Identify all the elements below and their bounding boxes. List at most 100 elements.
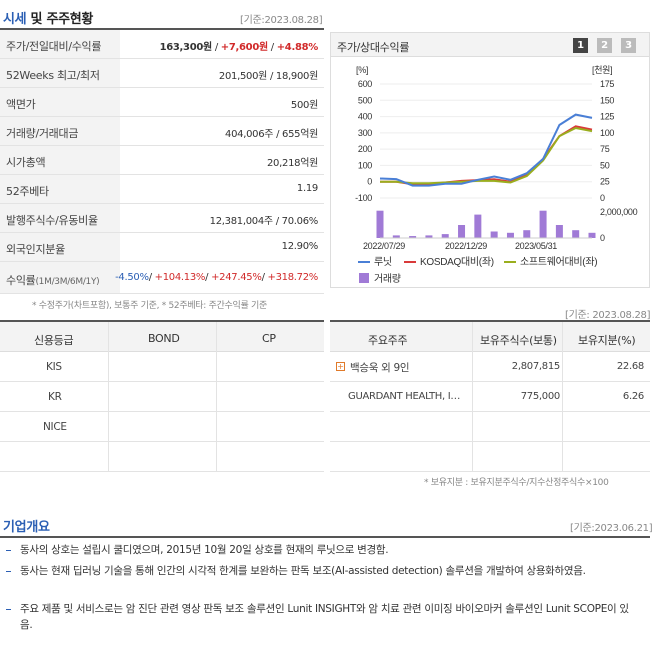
table-row: 액면가 500원 [0, 88, 324, 117]
right-tick-label: 75 [600, 144, 610, 154]
table-row: 52Weeks 최고/최저 201,500원 / 18,900원 [0, 59, 324, 88]
series-line [380, 126, 593, 185]
row-value: 20,218억원 [267, 158, 318, 169]
left-tick-label: 300 [358, 128, 372, 138]
overview-item: 동사의 상호는 설립시 쿨디였으며, 2015년 10월 20일 상호를 현재의… [20, 544, 389, 556]
holder-pct: 22.68 [616, 361, 644, 372]
table-row: NICE [0, 412, 324, 442]
legend-label: KOSDAQ대비(좌) [420, 256, 494, 268]
row-value: 201,500원 / 18,900원 [218, 71, 318, 82]
row-label: 발행주식수/유동비율 [6, 214, 98, 227]
legend-label: 거래량 [374, 273, 401, 285]
table-row[interactable]: + 백승욱 외 9인 2,807,815 22.68 [330, 352, 650, 382]
volume-bar [523, 230, 531, 238]
chart-panel-title: 주가/상대수익률 [337, 41, 410, 54]
row-label: 거래량/거래대금 [6, 127, 79, 140]
returns-row: 수익률(1M/3M/6M/1Y) -4.50%/ +104.13%/ +247.… [0, 262, 324, 294]
holders-date: [기준: 2023.08.28] [565, 310, 651, 321]
holder-shares: 2,807,815 [511, 361, 561, 372]
table-row [330, 442, 650, 472]
row-label: 외국인지분율 [6, 243, 65, 256]
table-row: 주가/전일대비/수익률 163,300원 / +7,600원 / +4.88% [0, 30, 324, 59]
right-tick-label: 100 [600, 128, 614, 138]
holders-table: 주요주주 보유주식수(보통) 보유지분(%) + 백승욱 외 9인 2,807,… [330, 320, 650, 472]
right-tick-label: 175 [600, 79, 614, 89]
overview-date: [기준:2023.06.21] [570, 523, 653, 534]
volume-bar [376, 210, 384, 238]
series-line [379, 113, 593, 187]
left-tick-label: 500 [358, 95, 372, 105]
volume-bar [555, 225, 563, 238]
market-footnote: * 수정주가(차트포함), 보통주 기준, * 52주베타: 주간수익률 기준 [32, 301, 267, 311]
row-label: 52주베타 [6, 185, 49, 198]
overview-title: 기업개요 [3, 520, 50, 535]
right-tick-label: 25 [600, 177, 610, 187]
row-label: 시가총액 [6, 156, 46, 169]
volume-bar [441, 234, 449, 238]
returns-values: -4.50%/ +104.13%/ +247.45%/ +318.72% [115, 272, 318, 283]
left-tick-label: 100 [358, 160, 372, 170]
holder-name: 백승욱 외 9인 [350, 362, 410, 374]
bullet-icon [6, 571, 11, 572]
table-row: KIS [0, 352, 324, 382]
left-tick-label: 200 [358, 144, 372, 154]
chart-page-1-button[interactable]: 1 [573, 38, 588, 53]
price-chart: [%] [천원]6005004003002001000-1001751501251… [355, 65, 638, 285]
volume-bar [506, 232, 514, 238]
rating-header-grade: 신용등급 [34, 334, 74, 347]
volume-bar [474, 214, 482, 238]
holder-pct: 6.26 [622, 391, 644, 402]
table-row: 거래량/거래대금 404,006주 / 655억원 [0, 117, 324, 146]
market-top-divider [0, 28, 324, 30]
x-tick-label: 2023/05/31 [515, 241, 557, 251]
row-value: 1.19 [296, 183, 318, 194]
legend-label: 소프트웨어대비(좌) [520, 256, 597, 268]
row-value: 12,381,004주 / 70.06% [209, 216, 319, 227]
chart-page-3-button[interactable]: 3 [621, 38, 636, 53]
legend-swatch [359, 273, 369, 283]
bullet-icon [6, 550, 11, 551]
table-row: 시가총액 20,218억원 [0, 146, 324, 175]
table-row[interactable]: GUARDANT HEALTH, I… 775,000 6.26 [330, 382, 650, 412]
holders-header-name: 주요주주 [368, 334, 408, 347]
table-row [330, 412, 650, 442]
right-tick-label: 125 [600, 112, 614, 122]
volume-bar [490, 231, 498, 238]
table-row: KR [0, 382, 324, 412]
row-label: 주가/전일대비/수익률 [6, 40, 102, 53]
volume-bar [458, 225, 466, 238]
left-tick-label: 0 [367, 177, 372, 187]
x-tick-label: 2022/12/29 [445, 241, 487, 251]
rating-header-cp: CP [262, 332, 276, 345]
volume-bar [392, 235, 400, 238]
volume-bar [588, 232, 596, 238]
table-row: 52주베타 1.19 [0, 175, 324, 204]
expand-icon[interactable]: + [336, 362, 345, 371]
overview-item: 동사는 현재 딥러닝 기술을 통해 인간의 시각적 한계를 보완하는 판독 보조… [20, 565, 586, 577]
chart-page-2-button[interactable]: 2 [597, 38, 612, 53]
holders-header-pct: 보유지분(%) [578, 334, 636, 347]
row-label: 액면가 [6, 98, 36, 111]
holders-header-shares: 보유주식수(보통) [480, 334, 557, 347]
overview-divider [0, 536, 650, 538]
volume-bar [539, 210, 547, 238]
left-tick-label: 600 [358, 79, 372, 89]
volume-tick-label: 0 [600, 233, 605, 243]
row-value: 500원 [290, 100, 318, 111]
table-row: 발행주식수/유동비율 12,381,004주 / 70.06% [0, 204, 324, 233]
holder-name: GUARDANT HEALTH, I… [348, 391, 461, 402]
chart-panel: 주가/상대수익률 1 2 3 [330, 32, 650, 288]
market-section-title: 시세 및 주주현황 [3, 12, 94, 27]
market-date: [기준:2023.08.28] [240, 15, 323, 26]
returns-label: 수익률(1M/3M/6M/1Y) [6, 274, 100, 287]
right-tick-label: 150 [600, 95, 614, 105]
table-row: 외국인지분율 12.90% [0, 233, 324, 262]
row-value: 163,300원 / +7,600원 / +4.88% [159, 42, 319, 53]
left-axis-unit: [%] [356, 65, 368, 75]
rating-header-bond: BOND [148, 332, 180, 345]
volume-bar [409, 236, 417, 238]
volume-bar [425, 235, 433, 238]
legend-label: 루닛 [374, 256, 392, 268]
overview-item: 주요 제품 및 서비스로는 암 진단 관련 영상 판독 보조 솔루션인 Luni… [20, 603, 629, 631]
right-tick-label: 50 [600, 160, 610, 170]
